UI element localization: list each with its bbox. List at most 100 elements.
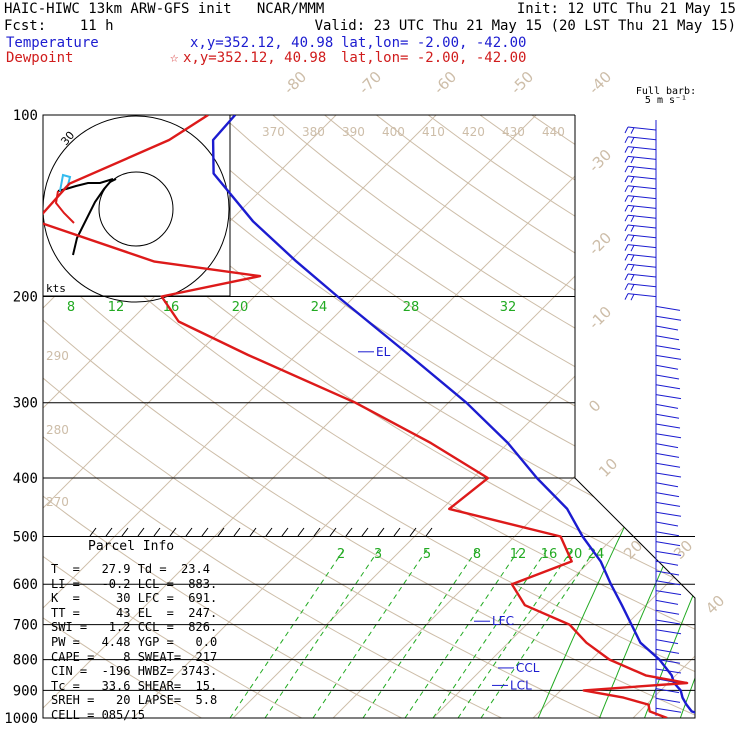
mixing-ratio-dashed-line	[480, 547, 597, 718]
wind-barb	[655, 501, 681, 507]
parcel-info-line: CAPE = 8 SWEAT= 217	[51, 649, 218, 664]
hatch-tick	[217, 527, 225, 537]
pressure-tick-label: 100	[13, 108, 38, 124]
isotherm-label: 30	[670, 537, 696, 563]
isotherm-line	[43, 115, 437, 718]
wind-barb	[655, 345, 681, 351]
isotherm-line	[632, 115, 695, 718]
sounding-title: HAIC-HIWC 13km ARW-GFS init NCAR/MMM	[4, 1, 325, 17]
mixing-ratio-label: 20	[232, 300, 249, 315]
theta-label: 410	[422, 125, 445, 139]
hatch-tick	[313, 527, 321, 537]
wind-barb	[624, 214, 657, 223]
theta-label: 420	[462, 125, 485, 139]
wind-barb	[655, 452, 680, 458]
wind-barb	[655, 482, 679, 488]
legend-temperature: Temperature	[6, 35, 99, 51]
hatch-tick	[425, 527, 433, 537]
wind-barb	[655, 639, 679, 645]
dry-adiabat-line	[43, 115, 695, 718]
hatch-tick	[153, 527, 161, 537]
isotherm-line	[43, 115, 637, 718]
wind-barb	[624, 126, 657, 134]
wind-barb	[655, 580, 681, 586]
wind-barb	[624, 283, 657, 291]
theta-label: 430	[502, 125, 525, 139]
mixing-ratio-label: 12	[108, 300, 125, 315]
mixing-ratio-label: 2	[337, 547, 345, 562]
hatch-tick	[377, 527, 385, 537]
pressure-tick-label: 900	[13, 683, 38, 699]
mixing-ratio-label: 5	[423, 547, 431, 562]
wind-barb	[624, 224, 657, 232]
dry-adiabat-line	[43, 115, 402, 718]
level-marker-label: LFC	[492, 614, 514, 628]
isotherm-line	[43, 115, 337, 718]
hatch-tick	[345, 527, 353, 537]
wind-barb	[655, 560, 679, 566]
theta-label: 390	[342, 125, 365, 139]
dry-adiabat-line	[531, 115, 695, 718]
dewpoint-latlon: lat,lon= -2.00, -42.00	[341, 50, 527, 66]
hodograph-ring-inner	[98, 171, 174, 247]
pressure-tick-label: 800	[13, 653, 38, 669]
barb-key-line2: 5 m s⁻¹	[644, 95, 688, 106]
parcel-info-line: LI = -0.2 LCL = 883.	[51, 576, 218, 591]
dry-adiabat-line	[65, 115, 695, 718]
hodograph-frame	[42, 114, 231, 297]
wind-barb	[655, 462, 681, 468]
mixing-ratio-line	[710, 297, 740, 719]
isotherm-line	[532, 115, 695, 718]
plot-frame	[42, 115, 696, 719]
barb-key-line1: Full barb:	[635, 86, 697, 97]
wind-barb	[624, 204, 657, 213]
wind-barb	[655, 364, 679, 370]
hatch-tick	[297, 527, 305, 537]
wind-barb	[655, 541, 681, 547]
parcel-info-line: SWI = 1.2 CCL = 826.	[51, 620, 218, 635]
level-marker-label: LCL	[510, 678, 532, 692]
mixing-ratio-dashed-line	[362, 547, 479, 718]
hatch-tick	[249, 527, 257, 537]
hatch-tick	[329, 527, 337, 537]
isotherm-label: 40	[702, 592, 728, 618]
mixing-ratio-dashed-line	[432, 547, 549, 718]
isotherm-label: -50	[507, 68, 537, 98]
isotherm-line	[733, 115, 740, 718]
wind-barb	[655, 315, 682, 321]
parcel-info-line: CIN = -196 HWBZ= 3743.	[51, 664, 218, 679]
hatch-tick	[281, 527, 289, 537]
mixing-ratio-label: 8	[473, 547, 481, 562]
wind-barb	[655, 550, 682, 556]
level-marker-label: EL	[376, 345, 391, 359]
hatch-tick	[393, 527, 401, 537]
isotherm-label: -70	[355, 68, 385, 98]
wind-barb	[655, 707, 682, 713]
mixing-ratio-dashed-line	[404, 547, 521, 718]
valid-time: Valid: 23 UTC Thu 21 May 15 (20 LST Thu …	[314, 18, 736, 34]
temperature-trace	[211, 115, 695, 718]
wind-barb	[624, 155, 657, 164]
hatch-tick	[233, 527, 241, 537]
parcel-annotations: EL LFC CCL LCL	[358, 345, 540, 692]
mixing-ratio-dashed-line	[264, 547, 381, 718]
wind-barb	[655, 570, 680, 576]
mixing-ratio-dashed-line	[229, 547, 346, 718]
mixing-ratio-dashed-line	[312, 547, 429, 718]
hodograph-ring-outer	[42, 115, 230, 303]
parcel-info-title: Parcel Info	[88, 539, 175, 554]
dry-adiabat-line	[583, 115, 695, 718]
mixing-ratio-line	[644, 296, 695, 718]
theta-label: 370	[262, 125, 285, 139]
wind-barb	[655, 472, 682, 478]
parcel-info-line: TT = 43 EL = 247.	[51, 605, 218, 620]
hatch-tick	[169, 527, 177, 537]
wind-barb	[655, 413, 680, 419]
hodograph-units-label: kts	[46, 282, 66, 295]
wind-barb	[624, 293, 657, 301]
dewpoint-trace	[43, 115, 689, 718]
hatch-tick	[201, 527, 209, 537]
wind-barb	[624, 136, 657, 144]
wind-barb	[624, 146, 657, 154]
